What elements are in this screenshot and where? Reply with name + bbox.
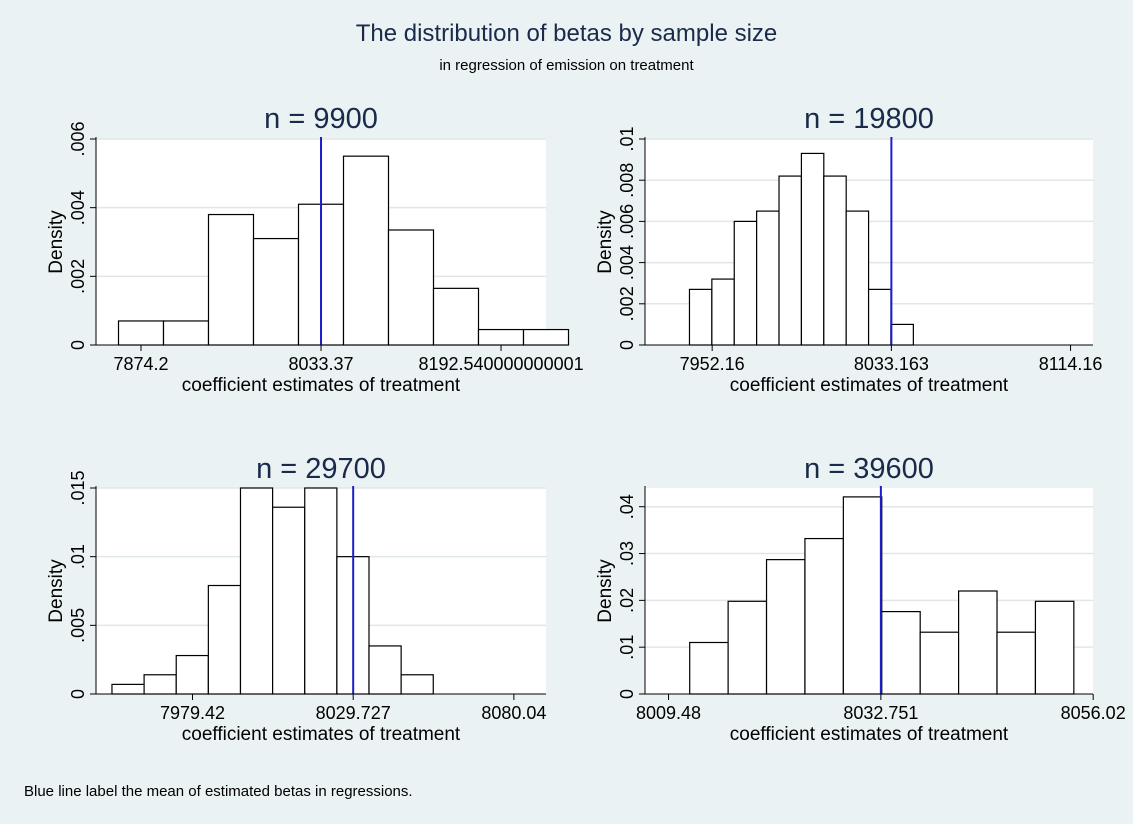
y-tick-label: .006 — [617, 204, 637, 239]
histogram-bar — [733, 220, 758, 346]
histogram-bar — [823, 175, 847, 346]
histogram-bar — [368, 645, 402, 695]
histogram-bar — [477, 328, 525, 346]
x-tick-label: 8009.48 — [636, 703, 701, 723]
histogram-bar — [175, 654, 209, 695]
histogram-bar — [919, 631, 960, 695]
histogram-bar — [111, 683, 145, 695]
panel-title: n = 29700 — [256, 453, 386, 485]
y-axis-label: Density — [46, 210, 67, 274]
histogram-bar — [304, 487, 338, 695]
y-tick-label: .002 — [68, 259, 88, 294]
histogram-panel-2: 0 .002 .004 .006 .008 .01 7952.16 8033.163 8114.… — [595, 103, 1102, 396]
histogram-bar — [804, 537, 844, 695]
y-axis-label: Density — [595, 559, 616, 623]
y-tick-label: .01 — [68, 544, 88, 569]
histogram-bar — [143, 674, 177, 695]
histogram-bar — [957, 590, 998, 695]
histogram-panel-4: 0 .01 .02 .03 .04 8009.48 8032.751 8056.02 coeff… — [595, 453, 1126, 745]
histogram-panel-1: 0 .002 .004 .006 7874.2 8033.37 8192.540000000… — [46, 103, 584, 396]
panel-title: n = 9900 — [264, 103, 378, 135]
histogram-bar — [881, 610, 921, 695]
x-tick-label: 8029.727 — [316, 703, 391, 723]
histogram-bar — [252, 237, 300, 346]
y-tick-label: .02 — [617, 588, 637, 613]
histogram-bar — [400, 674, 434, 695]
y-tick-label: .006 — [68, 121, 88, 156]
y-tick-label: 0 — [617, 340, 637, 350]
x-axis-label: coefficient estimates of treatment — [730, 724, 1009, 745]
x-tick-label: 7952.16 — [680, 354, 745, 374]
x-tick-label: 7874.2 — [113, 354, 168, 374]
histogram-bar — [765, 559, 806, 695]
histogram-bar — [522, 328, 570, 346]
footnote: Blue line label the mean of estimated be… — [24, 783, 413, 800]
x-axis-label: coefficient estimates of treatment — [730, 375, 1009, 396]
histogram-panel-3: 0 .005 .01 .015 7979.42 8029.727 8080.04 coeffi… — [46, 453, 546, 745]
x-tick-label: 8032.751 — [843, 703, 918, 723]
y-tick-label: .01 — [617, 126, 637, 151]
figure-subtitle: in regression of emission on treatment — [439, 57, 694, 74]
y-tick-label: .004 — [68, 190, 88, 225]
histogram-bar — [727, 600, 768, 695]
x-tick-label: 8033.163 — [854, 354, 929, 374]
y-tick-label: 0 — [68, 689, 88, 699]
y-tick-label: .008 — [617, 163, 637, 198]
histogram-bar — [207, 584, 242, 695]
histogram-bar — [387, 229, 435, 346]
histogram-bar — [239, 487, 274, 695]
x-tick-label: 8114.16 — [1039, 354, 1103, 374]
histogram-bar — [688, 288, 713, 346]
histogram-bar — [890, 323, 914, 346]
y-tick-label: .005 — [68, 608, 88, 643]
histogram-bar — [842, 496, 883, 695]
histogram-bar — [711, 278, 735, 346]
panel-title: n = 39600 — [804, 453, 934, 485]
y-tick-label: .004 — [617, 245, 637, 280]
figure-title: The distribution of betas by sample size — [355, 20, 778, 47]
histogram-bar — [756, 210, 780, 346]
histogram-bar — [117, 320, 165, 346]
panel-title: n = 19800 — [804, 103, 934, 135]
y-tick-label: .03 — [617, 541, 637, 566]
histogram-bar — [207, 213, 255, 346]
histogram-bar — [432, 287, 480, 346]
histogram-bar — [996, 631, 1037, 695]
histogram-bar — [778, 175, 803, 346]
y-axis-label: Density — [595, 210, 616, 274]
histogram-bar — [845, 210, 870, 346]
y-tick-label: 0 — [68, 340, 88, 350]
y-tick-label: .01 — [617, 635, 637, 660]
x-tick-label: 8080.04 — [481, 703, 546, 723]
histogram-bar — [689, 641, 729, 695]
histogram-bar — [867, 288, 892, 346]
x-axis-label: coefficient estimates of treatment — [182, 375, 461, 396]
x-tick-label: 8033.37 — [288, 354, 353, 374]
y-tick-label: .002 — [617, 286, 637, 321]
histogram-bar — [162, 320, 210, 346]
histogram-bar — [272, 506, 306, 695]
y-tick-label: .015 — [68, 470, 88, 505]
histogram-bar — [800, 152, 825, 346]
y-tick-label: 0 — [617, 689, 637, 699]
y-axis-label: Density — [46, 559, 67, 623]
histogram-bar — [1034, 600, 1075, 695]
x-axis-label: coefficient estimates of treatment — [182, 724, 461, 745]
histogram-bar — [342, 155, 390, 346]
x-tick-label: 8192.540000000001 — [418, 354, 583, 374]
x-tick-label: 7979.42 — [160, 703, 225, 723]
y-tick-label: .04 — [617, 494, 637, 519]
x-tick-label: 8056.02 — [1061, 703, 1126, 723]
